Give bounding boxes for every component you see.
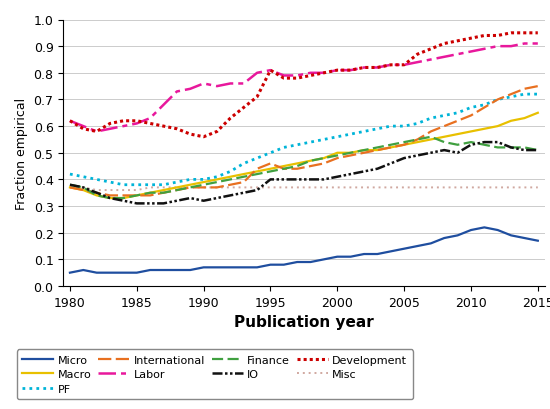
X-axis label: Publication year: Publication year bbox=[234, 315, 374, 330]
Y-axis label: Fraction empirical: Fraction empirical bbox=[15, 97, 28, 209]
Legend: Micro, Macro, PF, International, Labor, Finance, IO, Development, Misc: Micro, Macro, PF, International, Labor, … bbox=[16, 349, 413, 399]
